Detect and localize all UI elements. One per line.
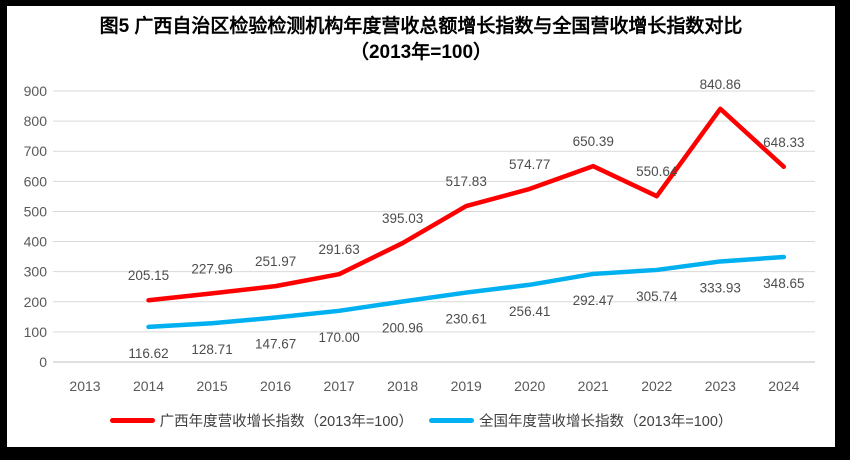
y-axis-tick-label: 300 [24, 264, 48, 280]
data-label: 550.64 [636, 164, 678, 179]
x-axis-tick-label: 2020 [514, 378, 545, 394]
chart-title: 图5 广西自治区检验检测机构年度营收总额增长指数与全国营收增长指数对比（2013… [99, 16, 743, 63]
x-axis-tick-label: 2013 [69, 378, 100, 394]
data-label: 648.33 [763, 135, 804, 150]
y-axis-tick-label: 500 [24, 203, 48, 219]
series-line-0 [146, 106, 787, 303]
x-axis-tick-label: 2023 [705, 378, 736, 394]
data-label: 333.93 [700, 280, 741, 295]
data-label: 227.96 [191, 261, 232, 276]
x-axis-tick-label: 2015 [196, 378, 227, 394]
data-label: 200.96 [382, 320, 423, 335]
y-axis-tick-label: 100 [24, 324, 48, 340]
legend: 广西年度营收增长指数（2013年=100） 全国年度营收增长指数（2013年=10… [7, 410, 835, 431]
y-axis-tick-label: 600 [24, 173, 48, 189]
data-label: 256.41 [509, 304, 550, 319]
y-axis-tick-label: 900 [24, 83, 48, 99]
x-axis-tick-label: 2016 [260, 378, 291, 394]
y-axis-tick-label: 800 [24, 113, 48, 129]
data-label: 230.61 [446, 312, 487, 327]
data-label: 116.62 [128, 346, 168, 361]
legend-item-1: 全国年度营收增长指数（2013年=100） [429, 410, 732, 431]
data-label: 348.65 [763, 276, 804, 291]
y-axis-tick-label: 400 [24, 234, 48, 250]
legend-line-marker [429, 418, 474, 423]
data-label: 147.67 [255, 337, 296, 352]
y-axis-tick-label: 0 [39, 354, 47, 370]
x-axis-tick-label: 2014 [133, 378, 164, 394]
legend-label: 广西年度营收增长指数（2013年=100） [159, 414, 413, 430]
data-label: 305.74 [636, 289, 678, 304]
series-line-1 [146, 254, 787, 330]
legend-item-0: 广西年度营收增长指数（2013年=100） [109, 410, 413, 431]
data-label: 291.63 [318, 242, 359, 257]
data-label: 517.83 [446, 174, 487, 189]
data-label: 840.86 [700, 77, 741, 92]
data-label: 205.15 [128, 268, 169, 283]
x-axis-tick-label: 2021 [578, 378, 609, 394]
data-label: 170.00 [318, 330, 359, 345]
data-label: 574.77 [509, 157, 550, 172]
data-label: 395.03 [382, 211, 423, 226]
x-axis-tick-label: 2017 [324, 378, 355, 394]
data-label: 128.71 [191, 342, 232, 357]
data-label: 251.97 [255, 254, 296, 269]
legend-line-marker [109, 418, 155, 423]
y-axis-tick-label: 700 [24, 143, 48, 159]
plot-area: 0 100 200 300 400 500 600 700 800 900 2013 2014 2015… [24, 77, 815, 394]
x-axis-tick-label: 2019 [451, 378, 482, 394]
legend-label: 全国年度营收增长指数（2013年=100） [479, 414, 733, 430]
data-label: 292.47 [573, 293, 614, 308]
y-axis-tick-label: 200 [24, 294, 48, 310]
data-label: 650.39 [573, 134, 614, 149]
x-axis-tick-label: 2024 [768, 378, 799, 394]
x-axis-tick-label: 2018 [387, 378, 418, 394]
x-axis-tick-label: 2022 [641, 378, 672, 394]
